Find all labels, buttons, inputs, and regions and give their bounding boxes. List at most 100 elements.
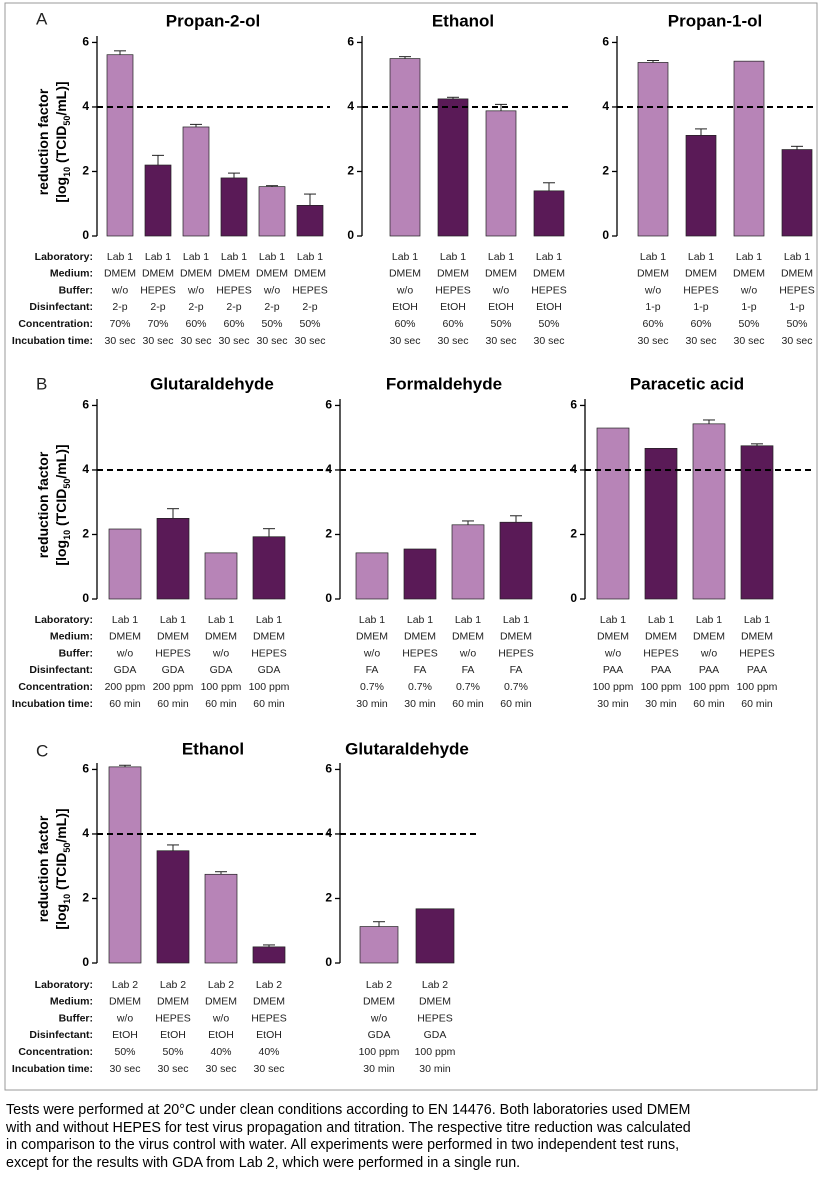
condition-label: DMEM [645,631,677,643]
condition-label: 100 ppm [689,681,730,693]
condition-label: Lab 1 [744,614,770,626]
y-axis-label: reduction factor [35,88,51,195]
condition-label: 60% [223,318,244,330]
y-tick-label: 2 [347,164,354,178]
error-bar [495,103,507,111]
condition-label: EtOH [536,301,562,313]
error-bar [447,96,459,99]
condition-label: 30 sec [219,335,250,347]
condition-label: 30 sec [295,335,326,347]
condition-label: 100 ppm [201,681,242,693]
condition-label: 60 min [693,698,725,710]
condition-label: 50% [786,318,807,330]
bar [359,926,399,964]
condition-label: 50% [114,1046,135,1058]
panel-label: B [36,374,47,393]
condition-label: Lab 1 [259,251,285,263]
caption-line: Tests were performed at 20°C under clean… [6,1102,691,1118]
row-label: Laboratory: [35,251,93,263]
chart-title: Ethanol [182,739,244,758]
condition-label: 30 sec [181,335,212,347]
y-axis-label-part: /mL)] [53,81,69,115]
condition-label: Lab 1 [392,251,418,263]
y-axis-label-part: 10 [62,530,72,540]
row-label: Disinfectant: [29,301,93,313]
condition-label: 100 ppm [415,1046,456,1058]
condition-label: 60% [394,318,415,330]
error-bar [695,128,707,136]
error-bar [543,182,555,191]
error-bar [647,60,659,63]
error-bar [462,520,474,525]
y-tick-label: 6 [82,762,89,776]
y-tick-label: 6 [82,35,89,49]
condition-label: w/o [212,647,230,659]
condition-label: 2-p [226,301,241,313]
condition-label: HEPES [531,284,567,296]
error-bar [791,145,803,150]
condition-label: DMEM [781,268,813,280]
condition-label: 60 min [109,698,141,710]
condition-label: 30 sec [686,335,717,347]
y-axis-label-part: /mL)] [53,808,69,842]
bar [252,536,286,600]
condition-label: DMEM [597,631,629,643]
condition-label: DMEM [733,268,765,280]
condition-label: Lab 1 [696,614,722,626]
condition-label: DMEM [142,268,174,280]
condition-label: 30 min [363,1063,395,1075]
condition-label: 60% [642,318,663,330]
condition-label: Lab 1 [488,251,514,263]
condition-label: FA [366,664,379,676]
condition-label: GDA [210,664,233,676]
condition-label: GDA [424,1029,447,1041]
condition-label: PAA [747,664,767,676]
bar [637,62,669,237]
y-tick-label: 2 [82,164,89,178]
condition-label: EtOH [208,1029,234,1041]
bar [108,766,142,964]
condition-label: Lab 2 [256,979,282,991]
chart-title: Glutaraldehyde [345,739,469,758]
condition-label: w/o [111,284,129,296]
condition-label: HEPES [779,284,815,296]
condition-label: w/o [492,284,510,296]
condition-label: w/o [116,647,134,659]
condition-label: 30 min [597,698,629,710]
row-label: Incubation time: [12,1063,93,1075]
y-tick-label: 0 [82,955,89,969]
condition-label: 60% [690,318,711,330]
condition-label: 200 ppm [153,681,194,693]
condition-label: 0.7% [456,681,480,693]
bar [156,850,190,964]
bar [437,98,469,237]
condition-label: 30 sec [734,335,765,347]
bar [156,518,190,600]
row-label: Disinfectant: [29,1029,93,1041]
condition-label: w/o [212,1012,230,1024]
condition-label: 50% [538,318,559,330]
y-axis-label-part: [log [53,904,69,930]
condition-label: DMEM [205,631,237,643]
figure: A Laboratory: Medium: Buffer: Disinfectant: C… [4,2,818,1091]
bar [182,126,210,237]
panel-label: A [36,9,48,28]
condition-label: DMEM [485,268,517,280]
condition-label: 100 ppm [249,681,290,693]
condition-label: Lab 1 [440,251,466,263]
y-tick-label: 0 [570,591,577,605]
condition-label: w/o [370,1012,388,1024]
error-bar [152,154,164,166]
y-tick-label: 6 [82,398,89,412]
y-tick-label: 0 [325,591,332,605]
condition-label: 30 sec [390,335,421,347]
condition-label: 1-p [789,301,804,313]
condition-label: DMEM [294,268,326,280]
condition-label: DMEM [389,268,421,280]
bar [296,205,324,237]
y-tick-label: 4 [347,99,354,113]
y-tick-label: 6 [570,398,577,412]
y-tick-label: 0 [82,228,89,242]
y-tick-label: 0 [347,228,354,242]
row-label: Buffer: [59,1012,93,1024]
